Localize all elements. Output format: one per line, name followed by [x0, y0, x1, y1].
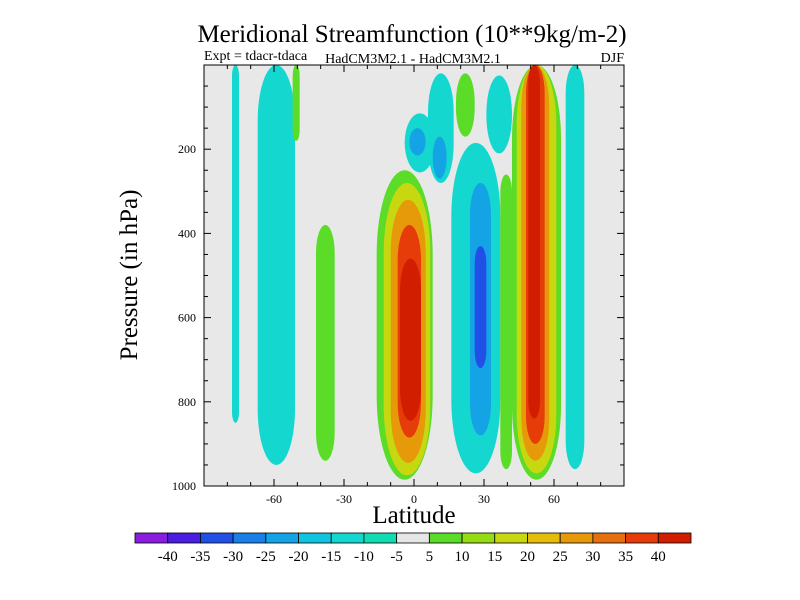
contour-band-9: [400, 258, 421, 421]
colorbar-swatch: [592, 532, 626, 544]
colorbar-label: -15: [321, 549, 341, 565]
colorbar-swatch: [298, 532, 332, 544]
experiment-label: Expt = tdacr-tdaca: [204, 49, 308, 64]
contour-band-2: [257, 65, 295, 465]
colorbar-swatch: [167, 532, 201, 544]
chart-title: Meridional Streamfunction (10**9kg/m-2): [197, 21, 626, 48]
colorbar-label: 40: [651, 549, 666, 565]
colorbar-swatch: [559, 532, 594, 544]
colorbar-swatch: [396, 532, 430, 544]
y-tick-label: 400: [178, 226, 196, 240]
colorbar-label: -20: [289, 549, 309, 565]
y-tick-label: 600: [178, 311, 196, 325]
colorbar-swatch: [265, 532, 299, 544]
colorbar-label: -30: [223, 549, 243, 565]
contour-band-18: [500, 174, 512, 470]
colorbar-label: -10: [354, 549, 374, 565]
contour-band-4: [316, 224, 335, 461]
model-label: HadCM3M2.1 - HadCM3M2.1: [325, 52, 501, 67]
y-tick-label: 1000: [172, 479, 196, 493]
colorbar-swatch: [330, 532, 365, 544]
x-tick-label: 30: [478, 492, 490, 506]
contour-band-24: [528, 65, 540, 419]
colorbar-label: -35: [190, 549, 210, 565]
contour-layer: [232, 65, 585, 480]
colorbar-label: 15: [487, 549, 502, 565]
colorbar-swatch: [461, 532, 496, 544]
y-tick-label: 200: [178, 142, 196, 156]
colorbar-swatch: [363, 532, 398, 544]
colorbar-label: 20: [520, 549, 535, 565]
colorbar-label: 30: [585, 549, 600, 565]
contour-band-14: [456, 73, 475, 137]
contour-band-3: [292, 65, 300, 141]
colorbar-label: 35: [618, 549, 633, 565]
x-tick-label: 0: [411, 492, 417, 506]
colorbar-label: -40: [158, 549, 178, 565]
contour-band-11: [409, 128, 426, 156]
colorbar-swatch: [200, 532, 234, 544]
x-tick-label: -30: [336, 492, 352, 506]
contour-band-19: [486, 75, 512, 154]
y-tick-label: 800: [178, 395, 196, 409]
x-axis-label: Latitude: [372, 502, 455, 529]
colorbar-swatch: [625, 532, 659, 544]
x-tick-label: -60: [266, 492, 282, 506]
colorbar-swatch: [527, 532, 561, 544]
colorbar-label: 25: [553, 549, 568, 565]
contour-band-1: [232, 65, 239, 423]
colorbar-swatch: [494, 532, 528, 544]
colorbar-swatch: [232, 532, 267, 544]
contour-band-13: [432, 136, 447, 179]
contour-band-17: [474, 246, 487, 369]
colorbar-label: 5: [426, 549, 434, 565]
contour-band-25: [565, 65, 585, 470]
y-axis-label: Pressure (in hPa): [116, 190, 143, 361]
x-tick-label: 60: [548, 492, 560, 506]
colorbar: -40 -35 -30 -25 -20 -15 -10 -5 5 10 15 20 25 30 35 40: [134, 532, 692, 565]
colorbar-label: -5: [390, 549, 403, 565]
colorbar-swatch: [134, 532, 169, 544]
colorbar-swatch: [657, 532, 692, 544]
colorbar-label: -25: [256, 549, 276, 565]
axes: -60 -30 0 30 60 200 400 600 800 1000: [172, 65, 624, 506]
colorbar-label: 10: [455, 549, 470, 565]
colorbar-swatch: [428, 532, 463, 544]
season-label: DJF: [601, 51, 625, 66]
